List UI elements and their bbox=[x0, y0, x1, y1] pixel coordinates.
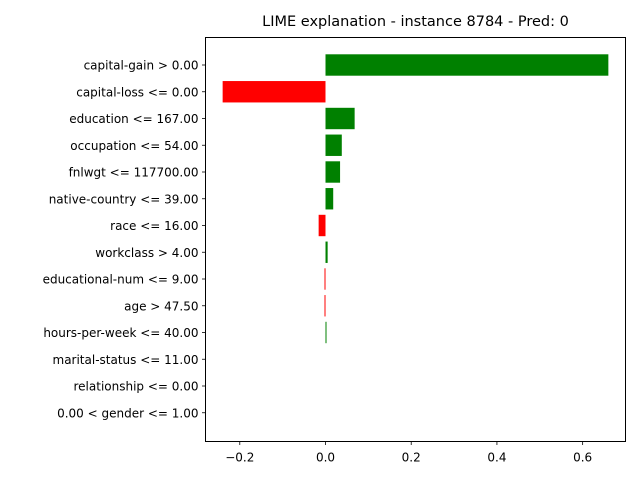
bar-6 bbox=[318, 214, 326, 237]
x-tick-label-1: 0.0 bbox=[316, 451, 335, 465]
bar-0 bbox=[325, 54, 609, 76]
bar-3 bbox=[325, 134, 342, 156]
bar-9 bbox=[324, 295, 326, 317]
x-tick-label-4: 0.6 bbox=[573, 451, 592, 465]
category-label-1: capital-loss <= 0.00 bbox=[76, 85, 198, 99]
category-label-6: race <= 16.00 bbox=[110, 219, 198, 233]
x-tick-label-2: 0.2 bbox=[402, 451, 421, 465]
plot-frame bbox=[205, 37, 626, 442]
category-label-0: capital-gain > 0.00 bbox=[84, 59, 199, 73]
bar-8 bbox=[324, 268, 326, 290]
category-labels: capital-gain > 0.00 capital-loss <= 0.00 e… bbox=[43, 59, 206, 420]
category-label-3: occupation <= 54.00 bbox=[70, 139, 198, 153]
category-label-13: 0.00 < gender <= 1.00 bbox=[57, 406, 198, 420]
x-axis-ticks: −0.2 0.0 0.2 0.4 0.6 bbox=[225, 441, 592, 465]
category-label-10: hours-per-week <= 40.00 bbox=[43, 326, 198, 340]
bar-1 bbox=[222, 81, 326, 103]
category-label-9: age > 47.50 bbox=[124, 299, 198, 313]
category-label-5: native-country <= 39.00 bbox=[49, 192, 199, 206]
chart-title: LIME explanation - instance 8784 - Pred:… bbox=[262, 14, 569, 30]
category-label-8: educational-num <= 9.00 bbox=[43, 273, 199, 287]
bar-group bbox=[222, 54, 609, 344]
bar-2 bbox=[325, 107, 355, 130]
category-label-11: marital-status <= 11.00 bbox=[53, 353, 199, 367]
bar-7 bbox=[325, 241, 328, 263]
x-tick-label-0: −0.2 bbox=[225, 451, 254, 465]
x-tick-label-3: 0.4 bbox=[487, 451, 506, 465]
bar-10 bbox=[325, 321, 327, 344]
bar-4 bbox=[325, 161, 341, 183]
category-label-4: fnlwgt <= 117700.00 bbox=[69, 166, 199, 180]
bar-5 bbox=[325, 188, 334, 210]
category-label-2: education <= 167.00 bbox=[69, 112, 198, 126]
category-label-7: workclass > 4.00 bbox=[95, 246, 198, 260]
category-label-12: relationship <= 0.00 bbox=[74, 380, 199, 394]
